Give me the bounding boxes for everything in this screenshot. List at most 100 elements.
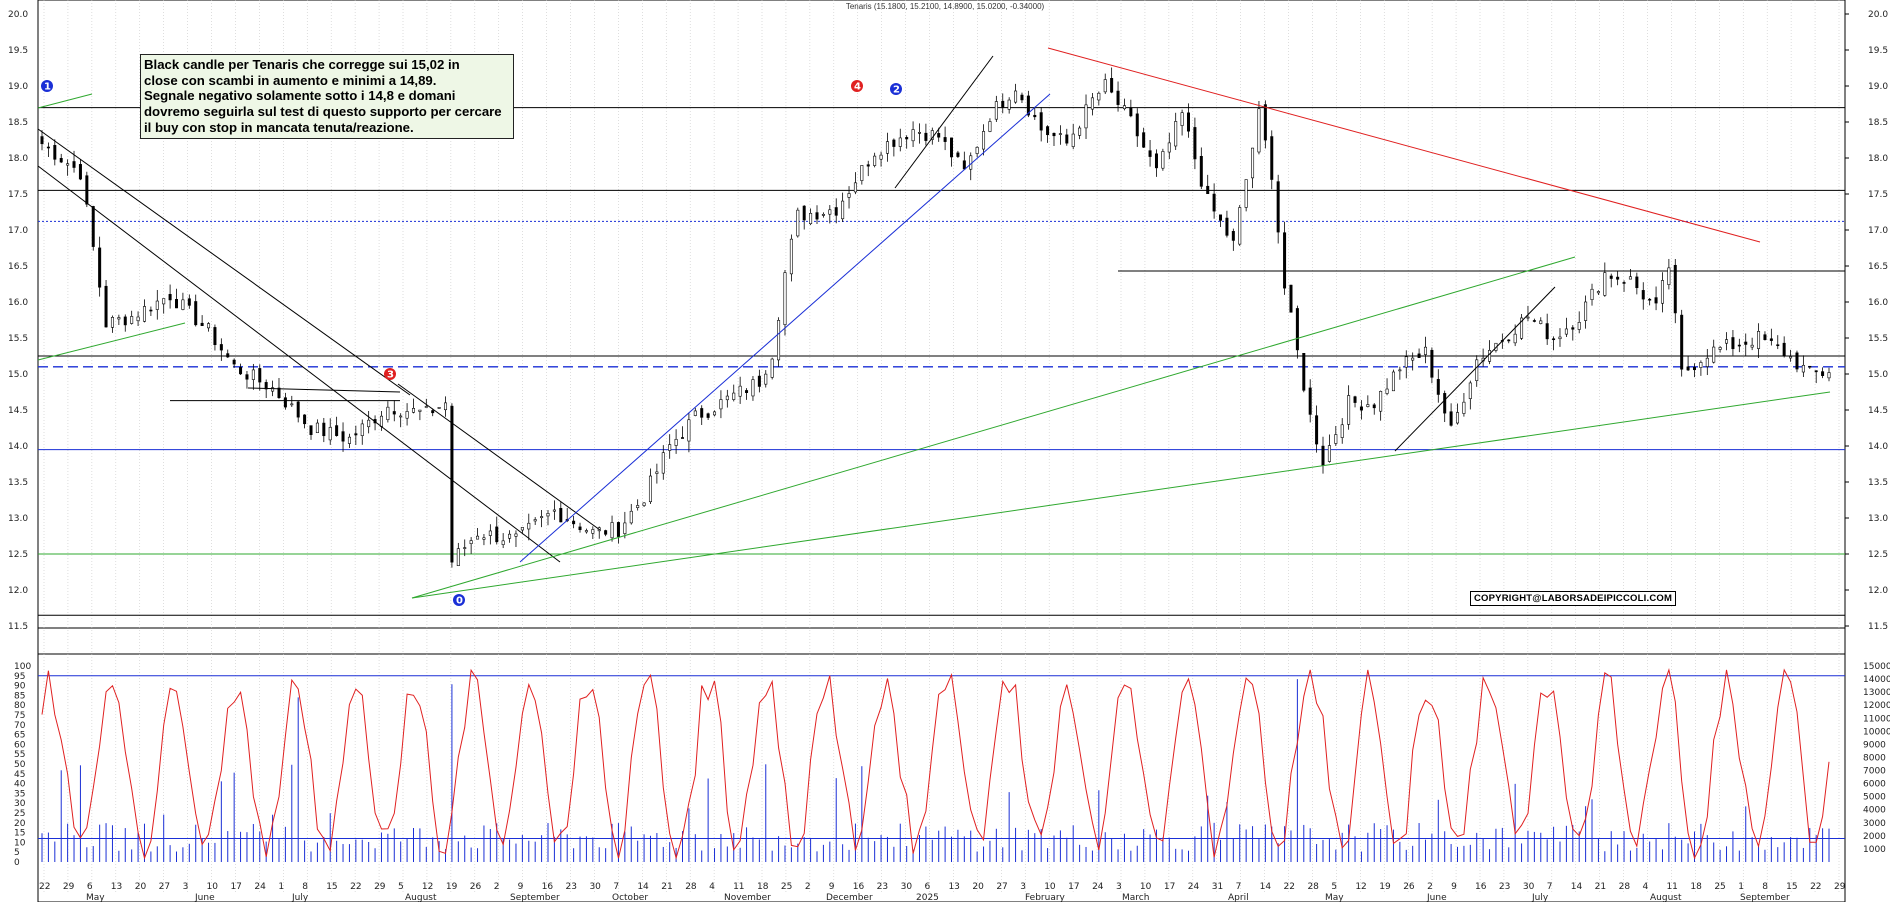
candle-body xyxy=(1520,317,1524,339)
x-day-label: 12 xyxy=(1355,882,1366,892)
wave-marker-dot xyxy=(453,594,465,606)
x-day-label: 8 xyxy=(1762,882,1768,892)
candle-body xyxy=(1033,114,1037,118)
trend-line xyxy=(519,93,1051,563)
candle-body xyxy=(46,146,50,149)
volume-tick-label: 6000 xyxy=(1863,780,1886,790)
candle-body xyxy=(271,387,275,392)
candle-body xyxy=(917,132,921,134)
x-day-label: 15 xyxy=(1786,882,1797,892)
candle-body xyxy=(777,320,781,361)
x-day-label: 26 xyxy=(1403,882,1415,892)
volume-tick-label: 11000 xyxy=(1863,714,1890,724)
candle-body xyxy=(251,369,255,380)
trend-line xyxy=(894,55,994,189)
x-day-label: 3 xyxy=(1020,882,1026,892)
candle-body xyxy=(175,299,179,309)
candle-body xyxy=(1430,349,1434,378)
candle-body xyxy=(245,374,249,380)
x-day-label: 28 xyxy=(1307,882,1319,892)
volume-tick-label: 5000 xyxy=(1863,793,1886,803)
trend-line xyxy=(411,391,1831,599)
candle-body xyxy=(354,433,358,436)
candle-body xyxy=(1558,336,1562,340)
candle-body xyxy=(450,405,454,563)
candle-body xyxy=(1456,412,1460,424)
candle-body xyxy=(1135,113,1139,137)
candle-body xyxy=(482,537,486,540)
osc-tick-label: 60 xyxy=(14,740,26,750)
candle-body xyxy=(1039,112,1043,131)
candle-body xyxy=(1283,232,1287,289)
candle-body xyxy=(1757,331,1761,349)
candle-body xyxy=(1814,370,1818,373)
x-day-label: 22 xyxy=(1284,882,1295,892)
candle-body xyxy=(1667,267,1671,285)
osc-tick-label: 45 xyxy=(14,770,25,780)
y-tick-label-left: 20.0 xyxy=(8,10,28,20)
candle-body xyxy=(1468,382,1472,399)
y-tick-label-left: 14.5 xyxy=(8,406,28,416)
candle-body xyxy=(1532,320,1536,322)
candle-body xyxy=(386,406,390,421)
x-month-label: 2025 xyxy=(916,893,939,902)
candle-body xyxy=(1648,298,1652,301)
x-month-label: July xyxy=(1531,893,1549,902)
candle-body xyxy=(642,502,646,506)
x-day-label: 14 xyxy=(637,882,649,892)
candle-body xyxy=(1795,352,1799,370)
candle-body xyxy=(1379,391,1383,412)
candle-body xyxy=(1148,150,1152,157)
osc-tick-label: 95 xyxy=(14,672,25,682)
volume-tick-label: 9000 xyxy=(1863,740,1886,750)
candle-body xyxy=(66,163,70,166)
copyright-label: COPYRIGHT@LABORSADEIPICCOLI.COM xyxy=(1470,591,1677,606)
y-tick-label-left: 14.0 xyxy=(8,442,28,452)
candle-body xyxy=(1289,284,1293,313)
candle-body xyxy=(930,130,934,140)
candle-body xyxy=(399,415,403,418)
osc-tick-label: 70 xyxy=(14,721,26,731)
x-day-label: 3 xyxy=(1116,882,1122,892)
x-day-label: 29 xyxy=(1834,882,1846,892)
candle-body xyxy=(392,411,396,415)
x-day-label: 28 xyxy=(1619,882,1631,892)
y-tick-label-left: 13.5 xyxy=(8,478,28,488)
wave-marker-dot xyxy=(384,368,396,380)
volume-tick-label: 15000 xyxy=(1863,662,1890,672)
x-month-label: September xyxy=(510,893,560,902)
candle-body xyxy=(264,382,268,390)
candle-body xyxy=(994,101,998,120)
candle-body xyxy=(1097,92,1101,101)
wave-marker-dot xyxy=(890,83,902,95)
candle-body xyxy=(290,403,294,406)
x-day-label: 13 xyxy=(948,882,959,892)
candle-body xyxy=(219,344,223,351)
candle-body xyxy=(1167,142,1171,153)
x-day-label: 25 xyxy=(781,882,792,892)
candle-body xyxy=(1488,350,1492,362)
y-tick-label-left: 16.5 xyxy=(8,262,28,272)
x-day-label: 20 xyxy=(135,882,147,892)
candle-body xyxy=(604,530,608,535)
x-day-label: 11 xyxy=(733,882,744,892)
candle-body xyxy=(713,411,717,416)
candle-body xyxy=(1180,112,1184,126)
osc-tick-label: 35 xyxy=(14,789,25,799)
x-day-label: 9 xyxy=(1451,882,1457,892)
candle-body xyxy=(1001,100,1005,108)
candle-body xyxy=(1315,415,1319,445)
candle-body xyxy=(1071,133,1075,147)
candle-body xyxy=(962,160,966,170)
candle-body xyxy=(533,519,537,522)
candle-body xyxy=(982,131,986,150)
x-day-label: 18 xyxy=(1690,882,1702,892)
candle-body xyxy=(572,520,576,525)
candle-body xyxy=(1789,356,1793,359)
x-day-label: 9 xyxy=(829,882,835,892)
candle-body xyxy=(456,548,460,566)
candle-body xyxy=(405,411,409,419)
candle-body xyxy=(1058,133,1062,135)
osc-tick-label: 50 xyxy=(14,760,26,770)
y-tick-label: 17.0 xyxy=(1868,226,1888,236)
